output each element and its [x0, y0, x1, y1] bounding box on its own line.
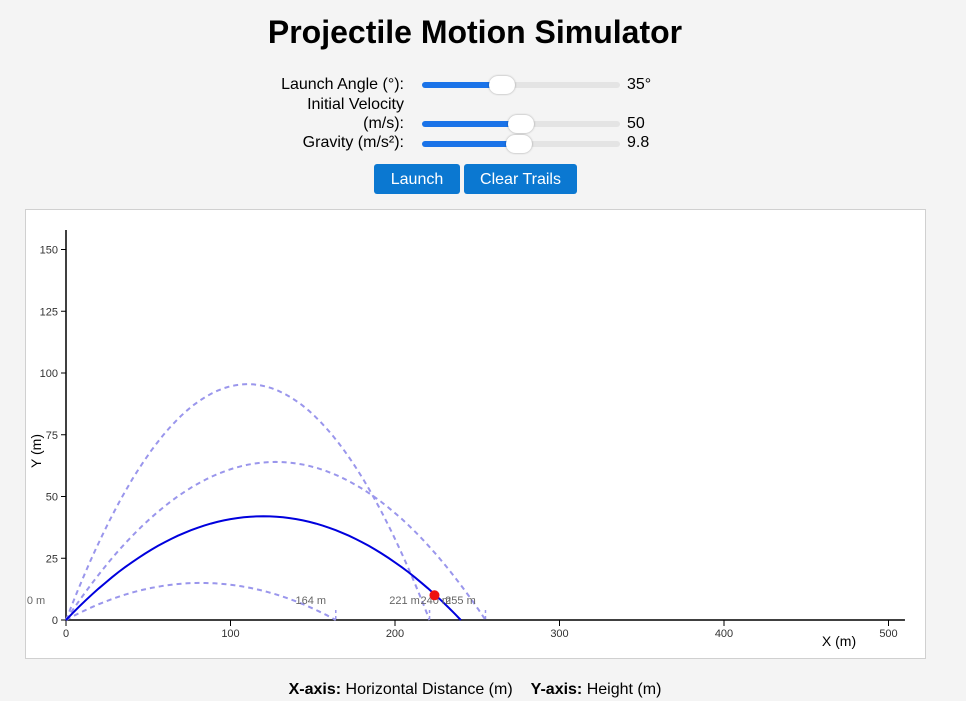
y-tick-label: 150	[40, 245, 58, 257]
trail-path	[65, 383, 431, 621]
velocity-label: Initial Velocity (m/s):	[230, 95, 404, 133]
clear-trails-button[interactable]: Clear Trails	[464, 164, 577, 194]
velocity-label-line1: Initial Velocity	[307, 96, 404, 113]
y-tick-label: 100	[40, 368, 58, 380]
x-axis-key: X-axis:	[288, 681, 342, 698]
angle-slider-thumb[interactable]	[488, 76, 515, 94]
x-tick-label: 0	[63, 628, 69, 640]
y-axis-description: Height (m)	[582, 681, 662, 698]
angle-slider-fill	[422, 82, 502, 88]
origin-label: 0 m	[27, 595, 45, 607]
velocity-slider-thumb[interactable]	[508, 115, 534, 133]
x-tick-label: 400	[715, 628, 733, 640]
range-label: 221 m	[389, 595, 420, 607]
velocity-slider-fill	[422, 121, 521, 127]
gravity-slider-thumb[interactable]	[506, 135, 533, 153]
gravity-slider[interactable]	[422, 135, 620, 153]
range-label: 164 m	[295, 595, 326, 607]
y-tick-label: 50	[46, 492, 58, 504]
x-tick-label: 300	[550, 628, 568, 640]
velocity-value: 50	[627, 115, 645, 132]
axis-legend: X-axis: Horizontal Distance (m) Y-axis: H…	[0, 681, 950, 699]
projectile-ball	[429, 590, 440, 601]
velocity-slider[interactable]	[422, 115, 620, 133]
angle-slider[interactable]	[422, 76, 620, 94]
x-tick-label: 100	[221, 628, 239, 640]
velocity-label-line2: (m/s):	[363, 115, 404, 132]
x-axis-title: X (m)	[822, 633, 856, 649]
trajectory-chart: 0 100 200 300 400 500 0 25 50 75 100 125 150 X (m) Y (…	[27, 230, 905, 649]
simulation-canvas: 0 100 200 300 400 500 0 25 50 75 100 125 150 X (m) Y (…	[25, 209, 926, 659]
x-axis-description: Horizontal Distance (m)	[341, 681, 513, 698]
y-tick-label: 75	[46, 430, 58, 442]
angle-value: 35°	[627, 76, 652, 93]
launch-button[interactable]: Launch	[374, 164, 460, 194]
range-label: 240 m	[421, 595, 452, 607]
page-title: Projectile Motion Simulator	[267, 14, 683, 50]
trail-path	[65, 460, 487, 621]
range-label: 255 m	[445, 595, 476, 607]
x-tick-label: 500	[879, 628, 897, 640]
y-axis-key: Y-axis:	[530, 681, 583, 698]
gravity-label: Gravity (m/s²):	[302, 134, 404, 151]
y-tick-label: 25	[46, 553, 58, 565]
gravity-slider-fill	[422, 141, 520, 147]
x-tick-label: 200	[386, 628, 404, 640]
angle-label: Launch Angle (°):	[281, 76, 404, 93]
y-tick-label: 0	[52, 615, 58, 627]
y-axis-title: Y (m)	[28, 434, 44, 468]
gravity-value: 9.8	[627, 134, 650, 151]
current-trajectory	[65, 515, 462, 621]
y-tick-label: 125	[40, 306, 58, 318]
trail-path	[65, 581, 337, 621]
